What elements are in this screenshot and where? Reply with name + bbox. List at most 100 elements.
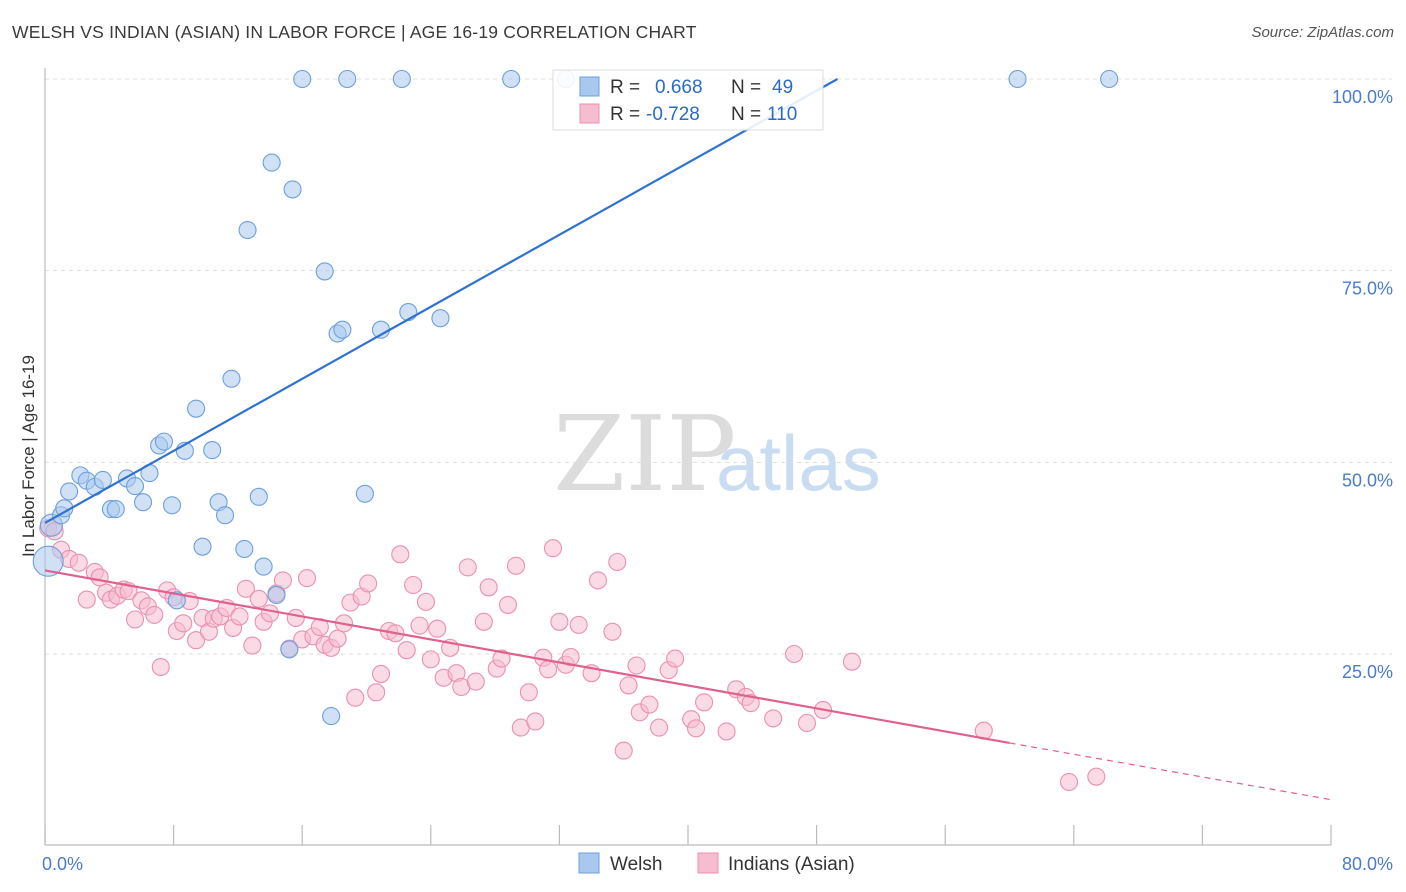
welsh-point: [222, 369, 241, 388]
indian-trend-extension: [1009, 742, 1332, 801]
indian-point: [458, 558, 477, 577]
legend-n-label-welsh: N =: [731, 77, 761, 98]
watermark-zip: ZIP: [553, 393, 736, 515]
welsh-point: [187, 399, 206, 418]
indian-point: [416, 592, 436, 611]
indian-point: [764, 709, 783, 728]
legend-bottom: Welsh Indians (Asian): [578, 852, 855, 875]
welsh-point: [106, 500, 125, 519]
indian-point: [187, 631, 206, 650]
indian-point: [619, 676, 638, 695]
indian-point: [627, 656, 646, 675]
y-tick-label-75: 75.0%: [1342, 279, 1393, 299]
welsh-point: [355, 484, 374, 503]
indian-point: [145, 605, 164, 624]
watermark-atlas: atlas: [716, 419, 881, 507]
y-tick-label-25: 25.0%: [1342, 662, 1393, 682]
welsh-point: [1008, 69, 1027, 89]
indian-point: [391, 545, 410, 564]
welsh-point: [293, 69, 312, 89]
indian-point: [474, 612, 493, 631]
welsh-point: [125, 477, 145, 496]
indian-point: [519, 683, 538, 702]
legend-n-label-indian: N =: [731, 104, 761, 125]
indian-point: [506, 556, 526, 575]
indian-point: [650, 718, 669, 737]
indian-point: [588, 571, 608, 590]
source-credit: Source: ZipAtlas.com: [1251, 24, 1394, 41]
legend-r-label-indian: R =: [610, 104, 640, 125]
indian-point: [479, 578, 498, 597]
indian-point: [90, 568, 109, 587]
welsh-point: [399, 303, 418, 322]
welsh-point: [32, 545, 64, 577]
welsh-point: [238, 220, 257, 240]
x-tick-label-min: 0.0%: [42, 854, 83, 874]
indian-point: [371, 664, 391, 683]
welsh-point: [154, 432, 174, 451]
indian-point: [741, 694, 760, 713]
indian-point: [466, 672, 485, 691]
welsh-point: [215, 506, 235, 525]
indian-point: [561, 648, 580, 667]
indian-point: [569, 615, 588, 634]
indian-series-points: [39, 519, 1106, 792]
indian-point: [498, 595, 518, 614]
indian-point: [717, 722, 736, 741]
welsh-point: [193, 537, 212, 556]
indian-point: [1087, 767, 1106, 786]
welsh-point: [254, 557, 273, 576]
indian-point: [539, 660, 558, 679]
indian-point: [492, 649, 511, 668]
indian-point: [404, 575, 423, 595]
indian-point: [666, 649, 685, 668]
indian-point: [249, 589, 268, 608]
welsh-point: [283, 180, 302, 199]
indian-point: [286, 608, 305, 628]
y-axis-tick-labels: 25.0% 50.0% 75.0% 100.0%: [1332, 87, 1393, 682]
indian-point: [686, 719, 706, 738]
legend-swatch-indian: [579, 103, 600, 124]
welsh-point: [262, 153, 281, 172]
indian-point: [543, 539, 563, 558]
indian-point: [428, 619, 447, 638]
y-axis-label: In Labor Force | Age 16-19: [19, 355, 38, 557]
welsh-series-points: [32, 69, 1119, 726]
gridlines: [45, 78, 1392, 655]
welsh-point: [249, 487, 268, 506]
indian-point: [230, 607, 249, 626]
x-tick-label-max: 80.0%: [1342, 854, 1393, 874]
indian-point: [260, 604, 280, 623]
welsh-point: [203, 441, 222, 460]
chart-title: WELSH VS INDIAN (ASIAN) IN LABOR FORCE |…: [12, 22, 697, 42]
indian-point: [243, 636, 262, 655]
indian-point: [69, 553, 88, 572]
legend-r-value-welsh: 0.668: [655, 77, 703, 98]
indian-point: [640, 695, 659, 714]
indian-point: [125, 610, 145, 629]
welsh-point: [167, 591, 186, 610]
indian-point: [785, 644, 804, 664]
indian-point: [359, 574, 378, 593]
trend-lines: [44, 78, 1332, 801]
legend-bottom-label-indian: Indians (Asian): [728, 854, 855, 875]
indian-point: [346, 688, 365, 707]
welsh-point: [235, 539, 254, 559]
indian-point: [328, 629, 347, 648]
welsh-point: [134, 493, 153, 512]
legend-top: R = 0.668 N = 49 R = -0.728 N = 110: [552, 69, 824, 131]
indian-point: [174, 614, 193, 633]
indian-point: [614, 741, 633, 760]
indian-point: [797, 713, 817, 733]
indian-trend-line: [44, 569, 1010, 745]
welsh-point: [502, 69, 521, 89]
legend-n-value-indian: 110: [767, 104, 797, 125]
welsh-point: [333, 320, 352, 339]
legend-bottom-label-welsh: Welsh: [610, 854, 662, 875]
welsh-point: [431, 309, 450, 328]
indian-point: [77, 590, 96, 609]
legend-n-value-welsh: 49: [772, 77, 793, 98]
indian-point: [608, 552, 627, 572]
welsh-point: [338, 69, 357, 89]
welsh-point: [162, 496, 182, 515]
